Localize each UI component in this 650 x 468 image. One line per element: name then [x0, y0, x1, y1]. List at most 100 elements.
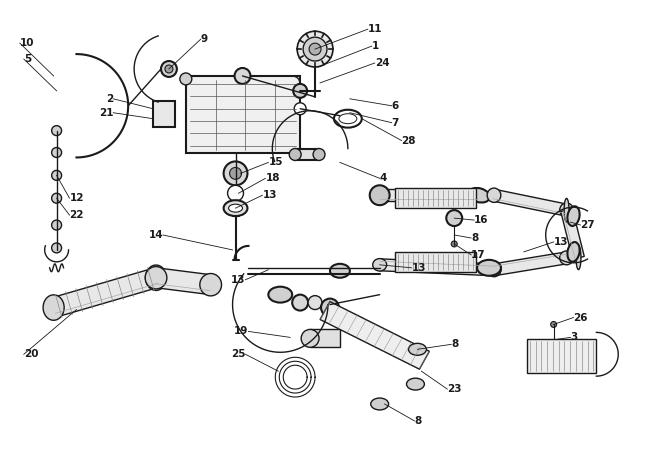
Text: 20: 20	[24, 349, 38, 359]
Ellipse shape	[469, 188, 490, 203]
Ellipse shape	[330, 264, 350, 278]
Circle shape	[447, 210, 462, 226]
Bar	[153, 101, 175, 127]
Text: 15: 15	[268, 157, 283, 168]
Ellipse shape	[372, 259, 387, 271]
Text: 16: 16	[474, 215, 489, 225]
Polygon shape	[493, 190, 567, 216]
Circle shape	[180, 73, 192, 85]
Text: 21: 21	[99, 108, 113, 118]
Ellipse shape	[576, 246, 581, 270]
Polygon shape	[51, 268, 159, 317]
Text: 2: 2	[106, 94, 113, 104]
Text: 8: 8	[471, 233, 478, 243]
Text: 1: 1	[372, 41, 379, 51]
Circle shape	[294, 103, 306, 115]
Circle shape	[293, 84, 307, 98]
Circle shape	[51, 220, 62, 230]
Bar	[395, 188, 476, 208]
Ellipse shape	[200, 273, 222, 296]
Circle shape	[308, 296, 322, 309]
Bar	[310, 329, 340, 347]
Circle shape	[309, 43, 321, 55]
Ellipse shape	[560, 203, 573, 217]
Text: 18: 18	[265, 173, 280, 183]
Circle shape	[51, 170, 62, 180]
Polygon shape	[380, 259, 494, 276]
Text: 27: 27	[580, 220, 595, 230]
Ellipse shape	[146, 265, 166, 291]
Ellipse shape	[408, 344, 426, 355]
Circle shape	[301, 329, 319, 347]
Text: 25: 25	[231, 349, 246, 359]
Polygon shape	[561, 209, 584, 259]
Text: 23: 23	[447, 384, 462, 394]
Ellipse shape	[487, 263, 501, 277]
Ellipse shape	[564, 198, 569, 222]
Ellipse shape	[370, 398, 389, 410]
Ellipse shape	[470, 189, 484, 201]
Circle shape	[297, 31, 333, 67]
Text: 22: 22	[70, 210, 84, 220]
Ellipse shape	[224, 200, 248, 216]
Ellipse shape	[406, 378, 424, 390]
Text: 14: 14	[148, 230, 163, 240]
Circle shape	[229, 168, 242, 179]
Circle shape	[161, 61, 177, 77]
Ellipse shape	[567, 242, 580, 262]
Text: 8: 8	[451, 339, 458, 349]
Circle shape	[227, 185, 244, 201]
Text: 17: 17	[471, 250, 486, 260]
Text: 13: 13	[231, 275, 246, 285]
Ellipse shape	[487, 263, 501, 276]
Ellipse shape	[560, 251, 573, 265]
Polygon shape	[320, 301, 430, 369]
Text: 13: 13	[411, 263, 426, 273]
Text: 5: 5	[24, 54, 31, 64]
Text: 13: 13	[554, 237, 568, 247]
Ellipse shape	[372, 189, 387, 201]
Text: 7: 7	[391, 117, 399, 128]
Circle shape	[235, 68, 250, 84]
Text: 13: 13	[263, 190, 277, 200]
Circle shape	[303, 37, 327, 61]
Circle shape	[551, 322, 556, 328]
Circle shape	[313, 148, 325, 161]
Bar	[395, 252, 476, 272]
Ellipse shape	[567, 206, 580, 226]
Text: 12: 12	[70, 193, 84, 203]
Text: 8: 8	[415, 416, 422, 426]
Ellipse shape	[487, 188, 501, 202]
Text: 9: 9	[201, 34, 208, 44]
Circle shape	[292, 295, 308, 311]
Text: 26: 26	[573, 313, 588, 322]
Circle shape	[51, 243, 62, 253]
Circle shape	[51, 125, 62, 136]
Circle shape	[51, 147, 62, 157]
Circle shape	[224, 161, 248, 185]
Circle shape	[370, 185, 389, 205]
Circle shape	[451, 241, 457, 247]
Ellipse shape	[477, 260, 501, 276]
Text: 24: 24	[374, 58, 389, 68]
Text: 4: 4	[380, 173, 387, 183]
Ellipse shape	[43, 295, 64, 320]
Text: 19: 19	[234, 326, 248, 336]
Polygon shape	[493, 252, 567, 276]
Polygon shape	[155, 268, 212, 294]
Circle shape	[51, 193, 62, 203]
Bar	[526, 339, 597, 373]
Circle shape	[165, 65, 173, 73]
Text: 3: 3	[571, 332, 578, 343]
Ellipse shape	[334, 110, 362, 128]
Bar	[186, 76, 300, 154]
Text: 6: 6	[391, 101, 399, 111]
Text: 11: 11	[368, 24, 382, 34]
Ellipse shape	[145, 267, 167, 289]
Ellipse shape	[268, 287, 292, 303]
Text: 28: 28	[402, 136, 416, 146]
Polygon shape	[380, 189, 477, 201]
Circle shape	[321, 299, 339, 316]
Ellipse shape	[339, 114, 357, 124]
Bar	[295, 148, 319, 161]
